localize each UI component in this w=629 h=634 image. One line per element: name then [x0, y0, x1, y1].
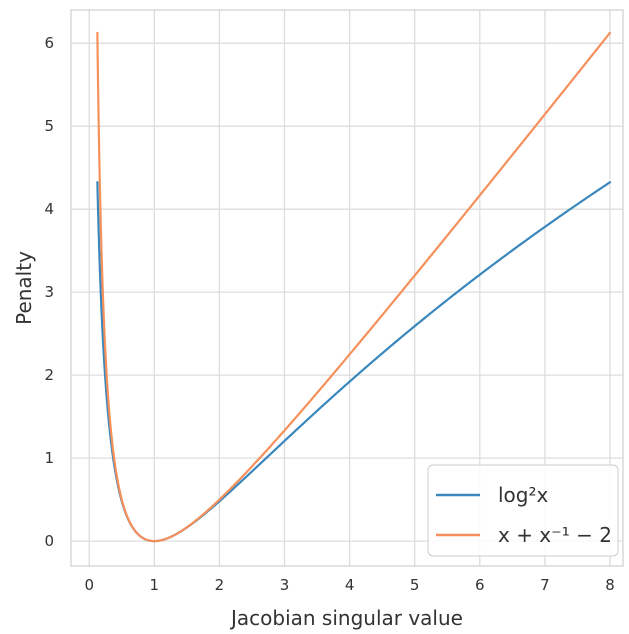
y-tick-label: 6 [44, 34, 54, 52]
y-axis-label: Penalty [12, 251, 36, 325]
y-tick-label: 0 [44, 532, 54, 550]
plot-frame [70, 9, 624, 567]
tick-label-layer: 0 1 2 3 4 5 6 7 8 0 1 2 3 4 5 6 [44, 34, 614, 594]
series-line-2 [96, 31, 612, 543]
y-tick-label: 3 [44, 283, 54, 301]
x-tick-label: 8 [605, 576, 615, 594]
x-tick-label: 0 [84, 576, 94, 594]
y-tick-label: 2 [44, 366, 54, 384]
legend-entry-label: log²x [498, 483, 549, 507]
y-tick-label: 5 [44, 117, 54, 135]
x-tick-label: 2 [215, 576, 225, 594]
x-tick-label: 7 [540, 576, 550, 594]
x-tick-label: 5 [410, 576, 420, 594]
x-tick-label: 6 [475, 576, 485, 594]
y-tick-label: 4 [44, 200, 54, 218]
x-tick-label: 3 [280, 576, 290, 594]
x-tick-label: 4 [345, 576, 355, 594]
legend-entry-label: x + x⁻¹ − 2 [498, 523, 612, 547]
y-tick-label: 1 [44, 449, 54, 467]
legend-box [427, 464, 619, 557]
x-axis-label: Jacobian singular value [229, 606, 463, 630]
grid-layer [71, 10, 623, 566]
x-tick-label: 1 [150, 576, 160, 594]
series-layer [96, 31, 612, 543]
legend: log²x x + x⁻¹ − 2 [427, 464, 619, 557]
